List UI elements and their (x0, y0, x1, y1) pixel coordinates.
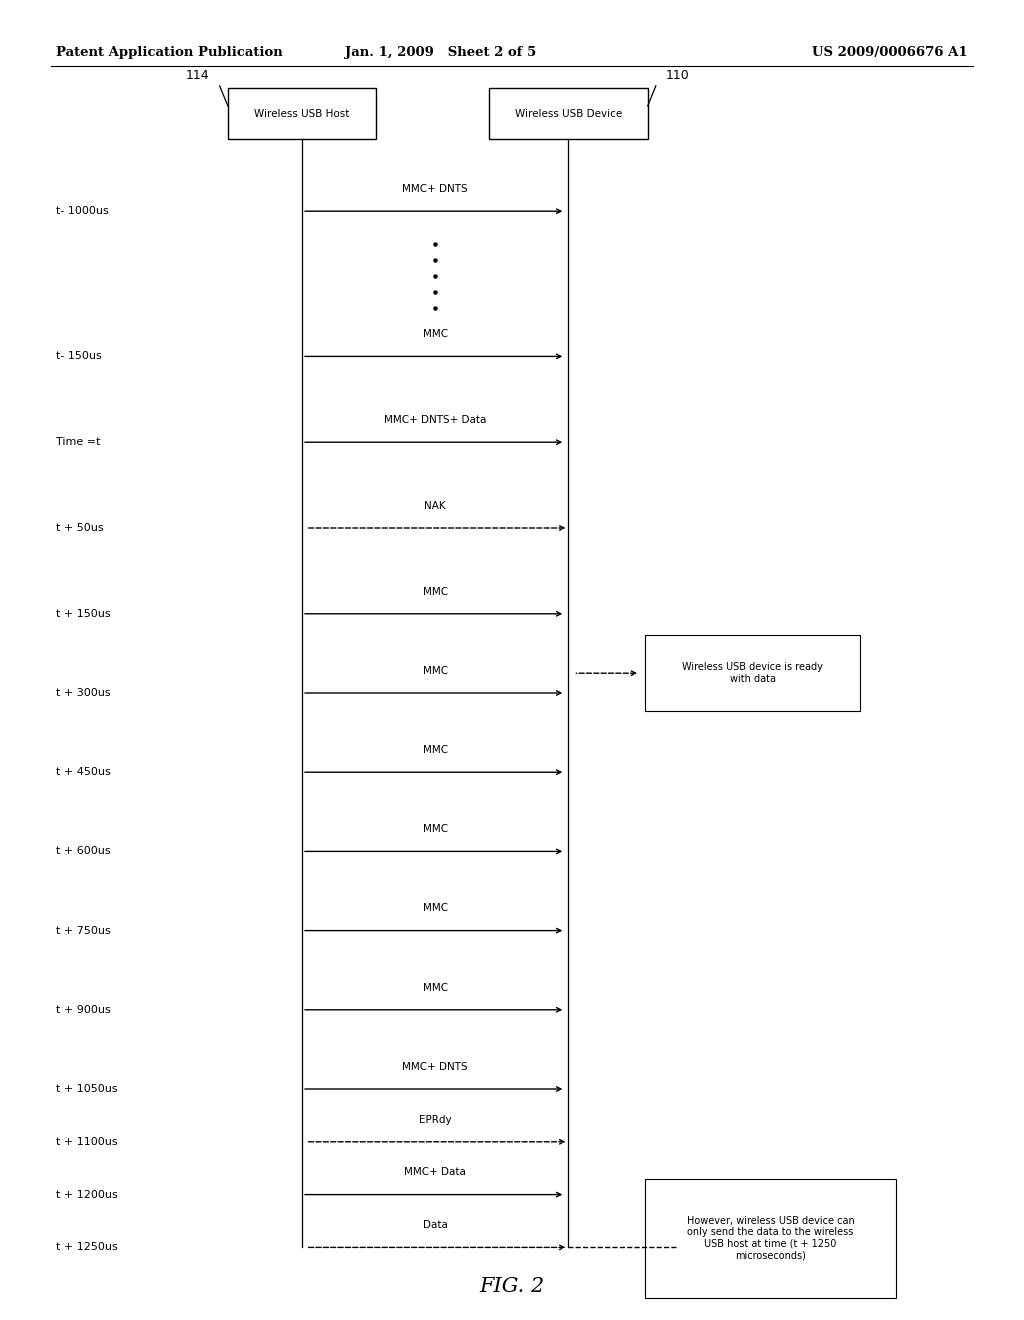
Text: FIG. 2: FIG. 2 (479, 1278, 545, 1296)
Text: t- 1000us: t- 1000us (56, 206, 110, 216)
Text: t- 150us: t- 150us (56, 351, 102, 362)
Text: t + 900us: t + 900us (56, 1005, 111, 1015)
Text: Data: Data (423, 1220, 447, 1230)
Text: Wireless USB Device: Wireless USB Device (515, 108, 622, 119)
FancyBboxPatch shape (645, 1179, 896, 1298)
Text: t + 50us: t + 50us (56, 523, 104, 533)
Text: 110: 110 (667, 69, 690, 82)
Text: MMC: MMC (423, 586, 447, 597)
Text: t + 750us: t + 750us (56, 925, 111, 936)
Text: MMC: MMC (423, 744, 447, 755)
Text: MMC+ DNTS: MMC+ DNTS (402, 183, 468, 194)
Text: Wireless USB Host: Wireless USB Host (254, 108, 350, 119)
Text: MMC: MMC (423, 665, 447, 676)
Text: t + 150us: t + 150us (56, 609, 111, 619)
FancyBboxPatch shape (489, 88, 648, 139)
Text: t + 1050us: t + 1050us (56, 1084, 118, 1094)
Text: MMC: MMC (423, 903, 447, 913)
Text: MMC+ DNTS+ Data: MMC+ DNTS+ Data (384, 414, 486, 425)
Text: t + 600us: t + 600us (56, 846, 111, 857)
FancyBboxPatch shape (227, 88, 376, 139)
Text: 114: 114 (185, 69, 209, 82)
Text: t + 1250us: t + 1250us (56, 1242, 118, 1253)
Text: MMC: MMC (423, 824, 447, 834)
Text: Time =t: Time =t (56, 437, 100, 447)
Text: t + 1100us: t + 1100us (56, 1137, 118, 1147)
Text: MMC: MMC (423, 329, 447, 339)
Text: t + 300us: t + 300us (56, 688, 111, 698)
Text: US 2009/0006676 A1: US 2009/0006676 A1 (812, 46, 968, 59)
Text: NAK: NAK (424, 500, 446, 511)
Text: Jan. 1, 2009   Sheet 2 of 5: Jan. 1, 2009 Sheet 2 of 5 (345, 46, 536, 59)
Text: Patent Application Publication: Patent Application Publication (56, 46, 283, 59)
Text: Wireless USB device is ready
with data: Wireless USB device is ready with data (682, 663, 823, 684)
FancyBboxPatch shape (645, 635, 860, 711)
Text: MMC: MMC (423, 982, 447, 993)
Text: t + 1200us: t + 1200us (56, 1189, 118, 1200)
Text: t + 450us: t + 450us (56, 767, 111, 777)
Text: EPRdy: EPRdy (419, 1114, 452, 1125)
Text: However, wireless USB device can
only send the data to the wireless
USB host at : However, wireless USB device can only se… (687, 1216, 854, 1261)
Text: MMC+ DNTS: MMC+ DNTS (402, 1061, 468, 1072)
Text: MMC+ Data: MMC+ Data (404, 1167, 466, 1177)
